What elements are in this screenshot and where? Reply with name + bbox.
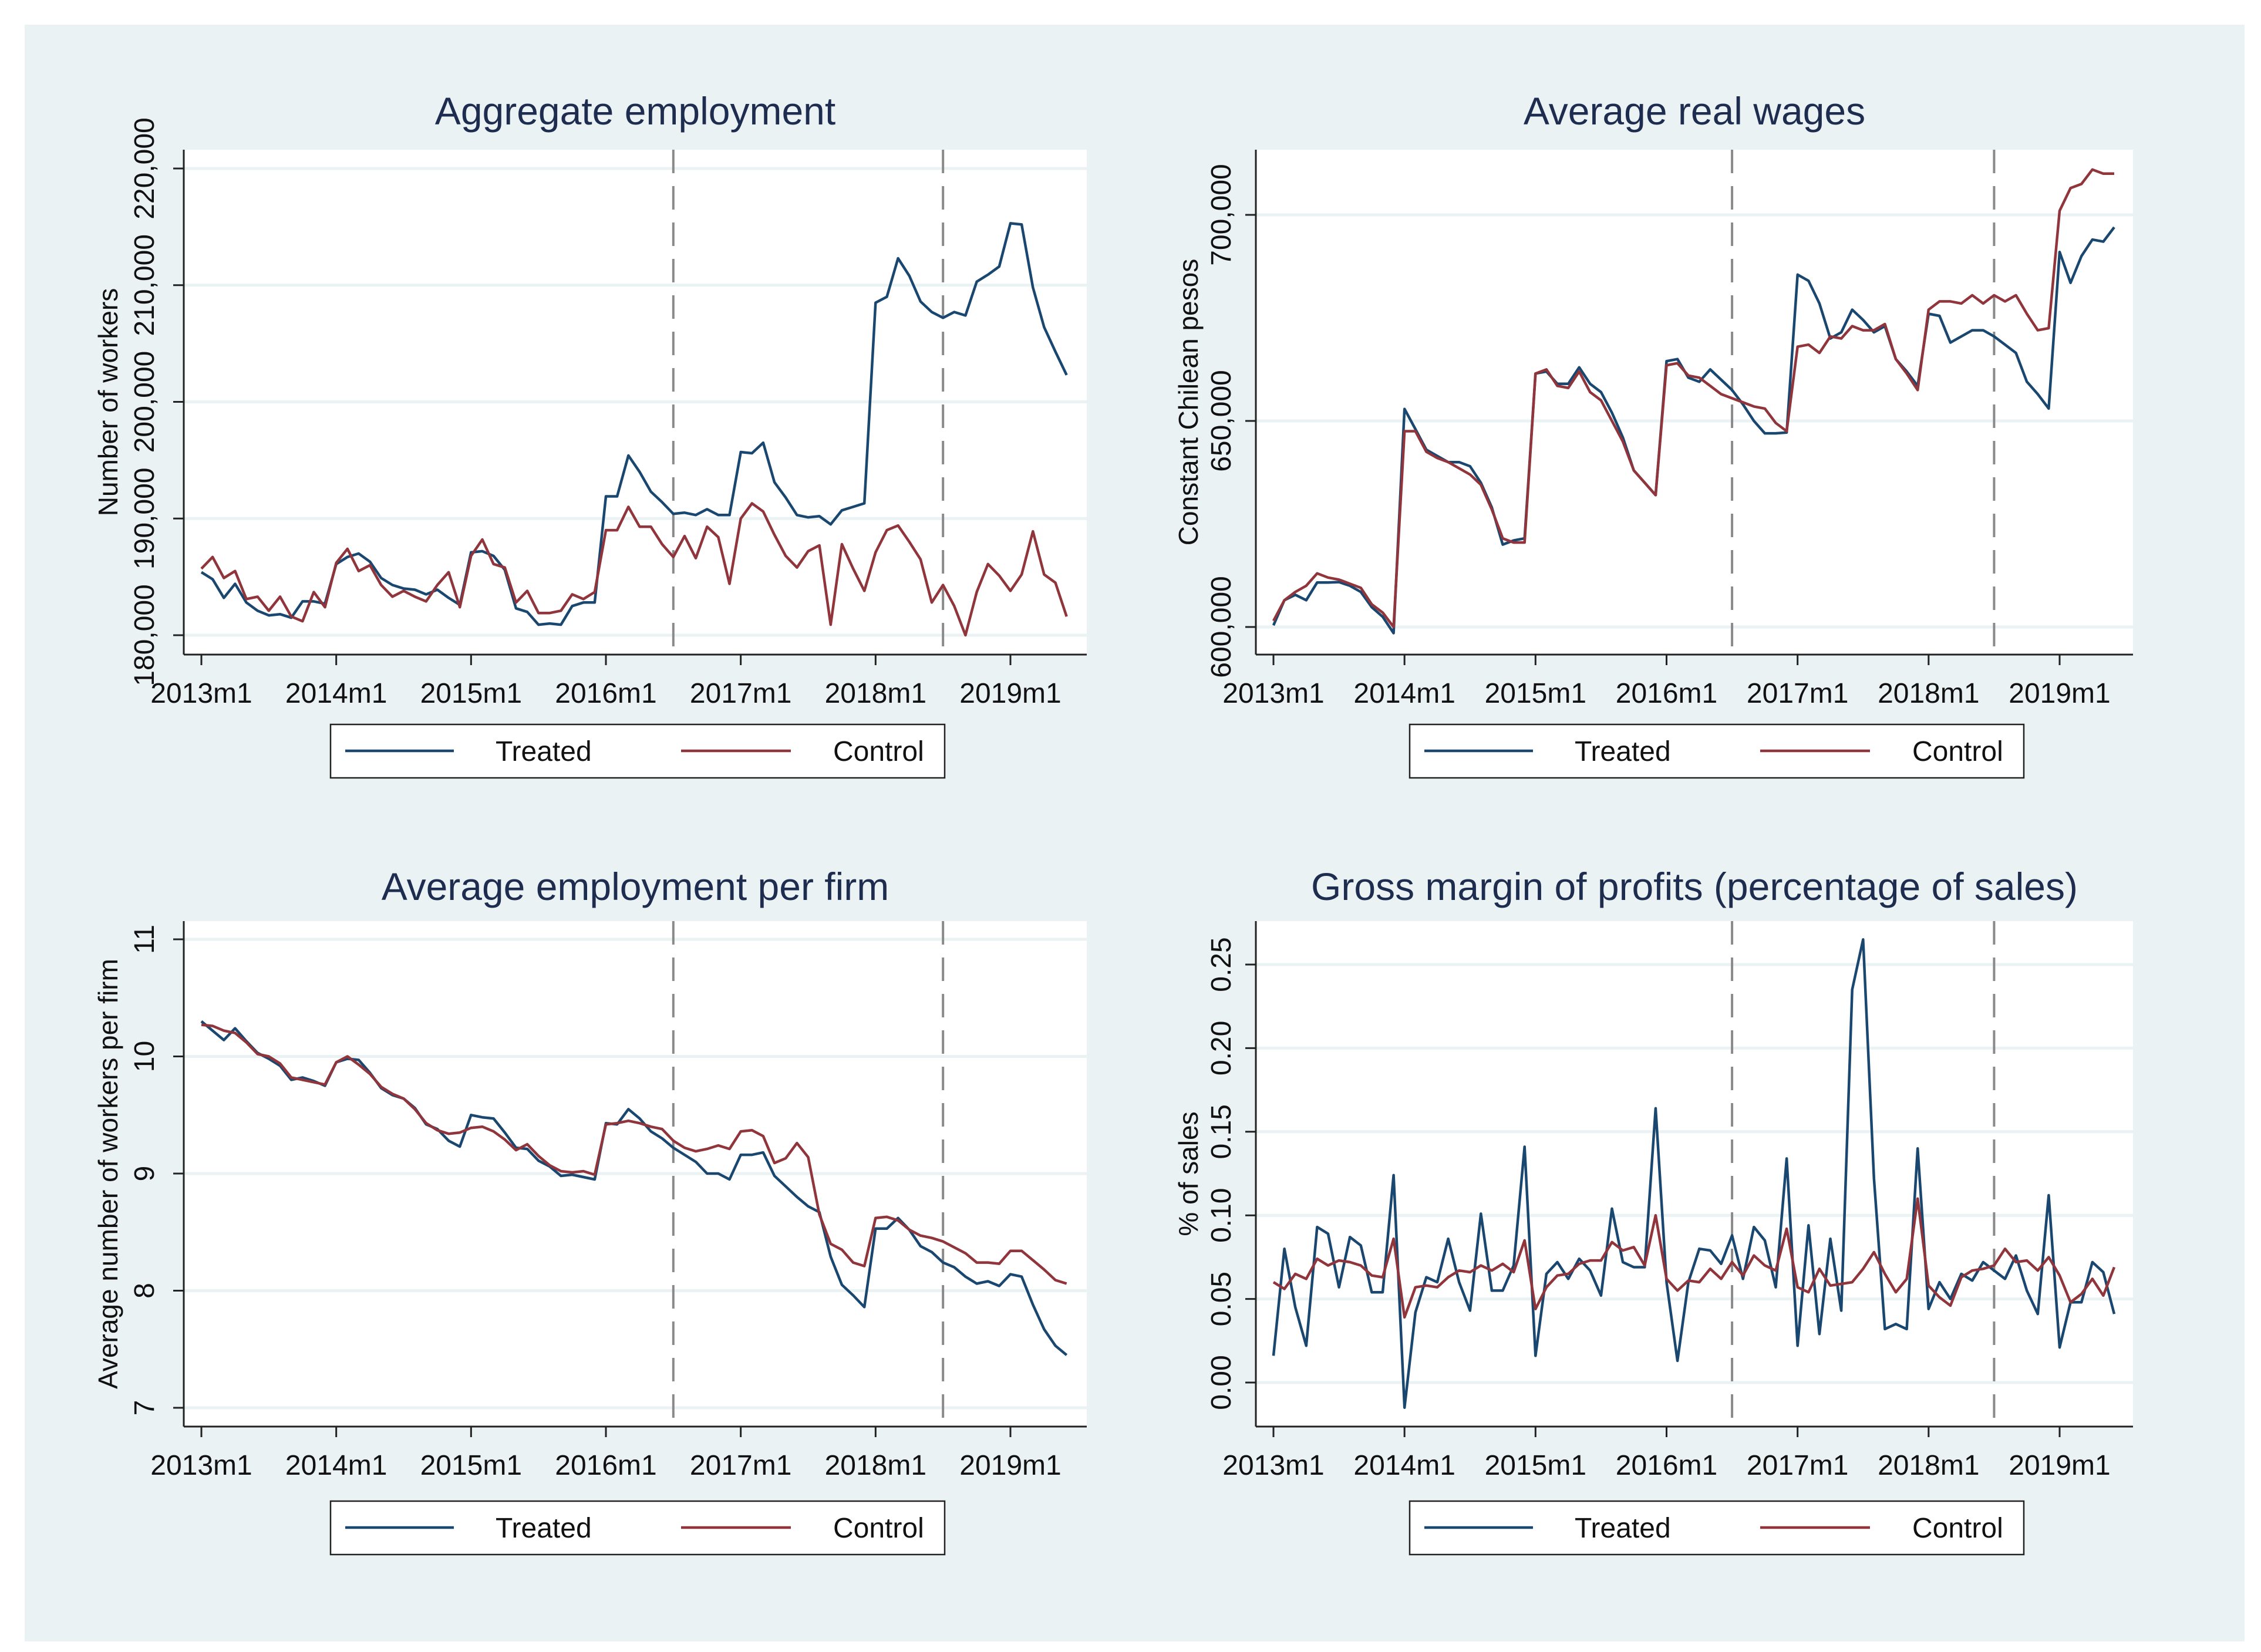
y-tick-label: 220,000: [129, 117, 160, 220]
legend-label-control: Control: [1912, 736, 2003, 767]
x-tick-label: 2019m1: [959, 1450, 1061, 1481]
x-tick-label: 2017m1: [1747, 678, 1848, 709]
legend-label-control: Control: [833, 1513, 924, 1544]
chart-title: Average employment per firm: [382, 865, 889, 908]
y-tick-label: 0.20: [1206, 1021, 1237, 1076]
legend-label-control: Control: [833, 736, 924, 767]
y-tick-label: 650,000: [1206, 370, 1237, 472]
x-tick-label: 2017m1: [1747, 1450, 1848, 1481]
legend-label-treated: Treated: [1575, 1513, 1671, 1544]
legend-label-treated: Treated: [496, 1513, 592, 1544]
y-tick-label: 11: [129, 925, 160, 954]
x-tick-label: 2018m1: [1878, 1450, 1979, 1481]
x-tick-label: 2016m1: [555, 678, 656, 709]
chart-panel-2: 600,000 650,000 700,000 2013m1 2014m1 2015m1 2…: [1173, 89, 2133, 779]
x-tick-label: 2015m1: [1485, 1450, 1586, 1481]
x-tick-label: 2017m1: [690, 678, 791, 709]
x-tick-label: 2017m1: [690, 1450, 791, 1481]
y-tick-label: 10: [129, 1041, 160, 1072]
y-tick-label: 210,000: [129, 234, 160, 336]
y-tick-label: 8: [129, 1283, 160, 1299]
x-tick-label: 2016m1: [1616, 678, 1717, 709]
series-line-control: [1272, 168, 2114, 629]
x-tick-label: 2013m1: [1222, 678, 1324, 709]
legend: Treated Control: [329, 723, 946, 779]
series-line-control: [200, 502, 1068, 637]
chart-title: Aggregate employment: [435, 89, 835, 133]
x-tick-label: 2015m1: [1485, 678, 1586, 709]
x-tick-label: 2013m1: [1222, 1450, 1324, 1481]
y-tick-label: 190,000: [129, 467, 160, 569]
chart-panel-4: 0.00 0.05 0.10 0.15 0.20 0.25 2013m1 2014m1 2015…: [1173, 865, 2133, 1556]
series-line-treated: [200, 1020, 1068, 1356]
x-tick-label: 2014m1: [1353, 678, 1455, 709]
y-tick-label: 180,000: [129, 584, 160, 686]
plot-area: [1256, 921, 2133, 1427]
legend: Treated Control: [1409, 723, 2025, 779]
x-tick-label: 2015m1: [420, 678, 522, 709]
y-tick-label: 0.10: [1206, 1188, 1237, 1242]
chart-panel-1: 180,000 190,000 200,000 210,000 220,000 2013m…: [93, 89, 1087, 779]
legend: Treated Control: [1409, 1500, 2025, 1556]
x-tick-label: 2014m1: [1353, 1450, 1455, 1481]
series-line-treated: [200, 222, 1068, 626]
x-tick-label: 2015m1: [420, 1450, 522, 1481]
y-tick-label: 0.00: [1206, 1355, 1237, 1410]
y-axis-label: Number of workers: [93, 288, 123, 517]
legend-label-treated: Treated: [496, 736, 592, 767]
legend: Treated Control: [329, 1500, 946, 1556]
x-tick-label: 2018m1: [1878, 678, 1979, 709]
x-tick-label: 2016m1: [1616, 1450, 1717, 1481]
legend-label-treated: Treated: [1575, 736, 1671, 767]
y-tick-label: 0.05: [1206, 1272, 1237, 1326]
y-tick-label: 600,000: [1206, 576, 1237, 678]
series-line-control: [201, 1023, 1067, 1285]
chart-title: Gross margin of profits (percentage of s…: [1311, 865, 2078, 908]
x-tick-label: 2016m1: [555, 1450, 656, 1481]
series-line-control: [1272, 1197, 2116, 1319]
y-axis-label: % of sales: [1173, 1111, 1204, 1236]
y-axis-label: Average number of workers per firm: [93, 959, 123, 1389]
x-tick-label: 2019m1: [2009, 1450, 2110, 1481]
x-tick-label: 2014m1: [285, 678, 387, 709]
y-tick-label: 700,000: [1206, 164, 1237, 266]
series-line-treated: [1272, 226, 2115, 635]
y-tick-label: 0.15: [1206, 1104, 1237, 1159]
x-tick-label: 2013m1: [150, 1450, 252, 1481]
x-tick-label: 2019m1: [2009, 678, 2110, 709]
x-tick-label: 2014m1: [285, 1450, 387, 1481]
y-tick-label: 0.25: [1206, 937, 1237, 992]
chart-panel-3: 7 8 9 10 11 2013m1 2014m1 2015m1 2016m1 2017m1 201…: [93, 865, 1087, 1556]
y-tick-label: 200,000: [129, 351, 160, 453]
series-line-treated: [1272, 938, 2116, 1409]
x-tick-label: 2018m1: [825, 678, 926, 709]
x-tick-label: 2018m1: [825, 1450, 926, 1481]
y-axis-label: Constant Chilean pesos: [1173, 259, 1204, 545]
plot-area: [1256, 150, 2133, 655]
y-tick-label: 9: [129, 1166, 160, 1182]
y-tick-label: 7: [129, 1400, 160, 1416]
chart-title: Average real wages: [1524, 89, 1865, 133]
x-tick-label: 2013m1: [150, 678, 252, 709]
x-tick-label: 2019m1: [959, 678, 1061, 709]
legend-label-control: Control: [1912, 1513, 2003, 1544]
